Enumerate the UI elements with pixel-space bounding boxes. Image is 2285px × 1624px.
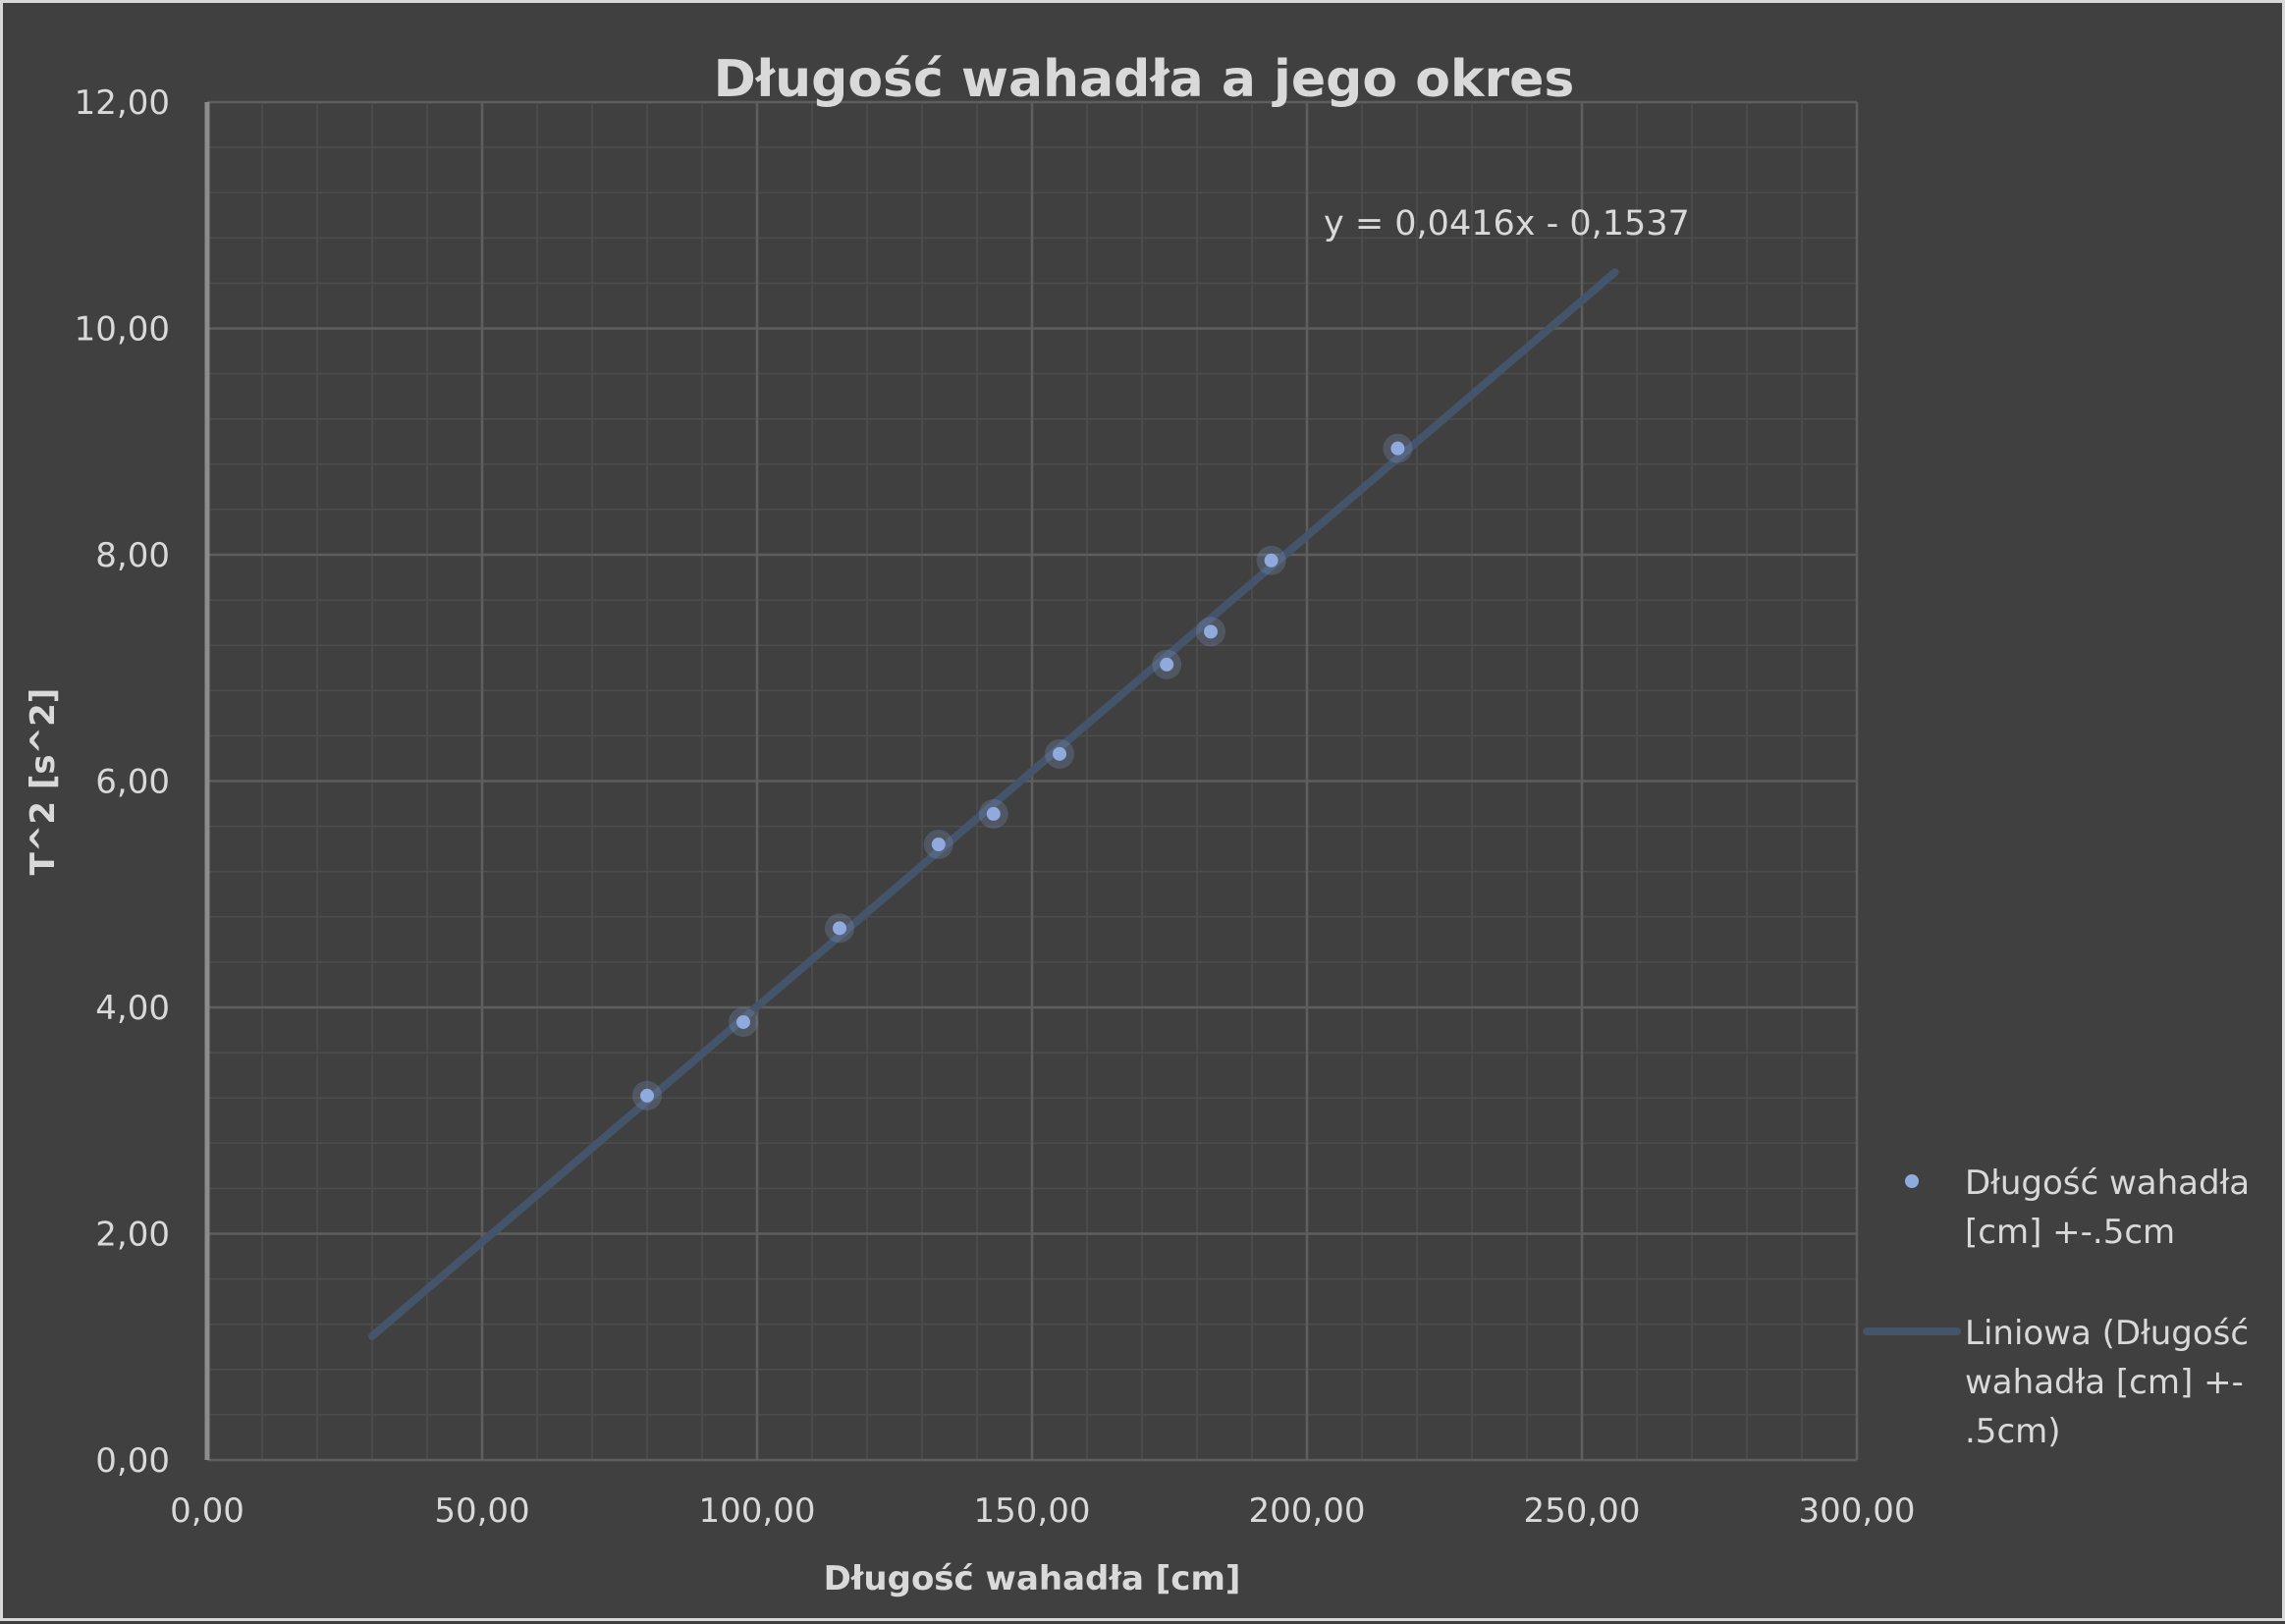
legend-series-line-2: [cm] +-.5cm xyxy=(1965,1213,2175,1252)
x-tick-label: 100,00 xyxy=(699,1491,816,1531)
legend-series-line-1: Długość wahadła xyxy=(1965,1164,2250,1203)
y-tick-label: 6,00 xyxy=(95,763,170,802)
data-point xyxy=(833,921,846,936)
legend-trend-line-3: .5cm) xyxy=(1965,1412,2061,1451)
legend-label-trendline: Liniowa (Długość wahadła [cm] +- .5cm) xyxy=(1965,1314,2259,1451)
data-point xyxy=(986,806,1001,821)
data-point xyxy=(931,838,946,852)
y-axis-title: T^2 [s^2] xyxy=(24,688,63,876)
trendline-equation: y = 0,0416x - 0,1537 xyxy=(1324,204,1690,244)
x-tick-label: 250,00 xyxy=(1524,1491,1641,1531)
x-tick-label: 0,00 xyxy=(170,1491,245,1531)
data-point xyxy=(1390,441,1405,456)
y-tick-label: 0,00 xyxy=(95,1441,170,1481)
legend-trend-line-1: Liniowa (Długość xyxy=(1965,1314,2249,1353)
data-point xyxy=(1264,553,1279,568)
legend-trend-line-2: wahadła [cm] +- xyxy=(1965,1363,2244,1402)
x-axis-ticks: 0,00 50,00 100,00 150,00 200,00 250,00 300,00 xyxy=(170,1491,1915,1531)
x-tick-label: 50,00 xyxy=(434,1491,529,1531)
data-point xyxy=(1204,624,1218,639)
trendline xyxy=(368,268,1619,1340)
y-tick-label: 8,00 xyxy=(95,536,170,575)
chart-title: Długość wahadła a jego okres xyxy=(714,50,1575,109)
y-axis-ticks: 0,00 2,00 4,00 6,00 8,00 10,00 12,00 xyxy=(75,83,170,1481)
data-point xyxy=(1053,746,1066,761)
x-tick-label: 300,00 xyxy=(1799,1491,1916,1531)
data-point xyxy=(640,1088,654,1103)
y-tick-label: 12,00 xyxy=(75,83,170,123)
scatter-chart: Długość wahadła a jego okres 0,00 2,00 4,0… xyxy=(24,50,2260,1598)
data-points xyxy=(632,433,1413,1110)
legend: Długość wahadła [cm] +-.5cm Liniowa (Dłu… xyxy=(1863,1164,2260,1451)
x-tick-label: 150,00 xyxy=(974,1491,1091,1531)
major-gridlines xyxy=(207,100,1859,1462)
legend-marker-scatter xyxy=(1905,1174,1919,1188)
y-tick-label: 2,00 xyxy=(95,1216,170,1255)
data-point xyxy=(736,1014,750,1029)
x-axis-title: Długość wahadła [cm] xyxy=(824,1559,1241,1598)
legend-label-series: Długość wahadła [cm] +-.5cm xyxy=(1965,1164,2260,1252)
y-tick-label: 4,00 xyxy=(95,989,170,1028)
data-point xyxy=(1160,657,1174,672)
y-tick-label: 10,00 xyxy=(75,310,170,350)
x-tick-label: 200,00 xyxy=(1249,1491,1366,1531)
